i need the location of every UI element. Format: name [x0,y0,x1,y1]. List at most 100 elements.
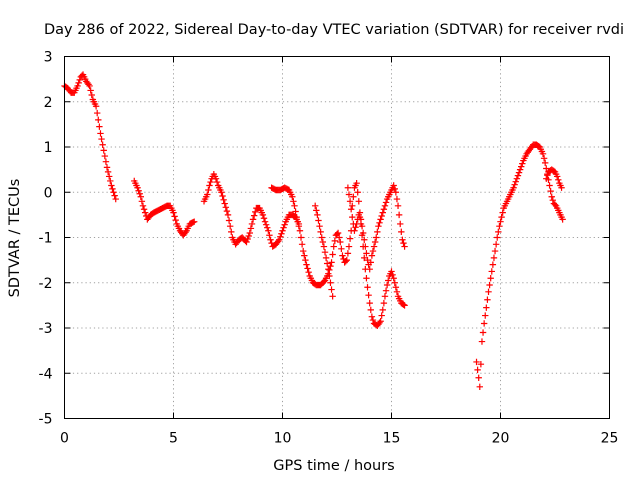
data-point [400,301,407,308]
data-point [267,236,274,243]
data-point [76,76,83,84]
data-point [368,252,376,259]
data-point [212,175,220,182]
data-point [316,222,323,230]
data-point [289,193,296,200]
data-point [363,250,370,257]
data-point [213,178,221,186]
data-point [110,189,117,196]
data-point [322,254,330,262]
data-point [378,312,385,319]
data-point [489,261,497,268]
data-point [329,293,336,300]
data-point [342,258,349,265]
data-point [354,189,361,196]
data-point [327,279,334,286]
data-point [219,192,226,200]
data-point [87,87,94,94]
data-point [92,103,100,110]
data-point [108,182,115,189]
data-point [329,251,336,258]
plot-frame [64,56,610,419]
data-point [497,218,504,225]
data-point [381,293,389,300]
data-point [357,216,365,223]
data-point [488,268,495,275]
x-tick-label: 25 [601,431,619,447]
data-point [390,275,397,282]
data-point [221,200,228,207]
data-point [206,182,213,189]
data-point [519,160,526,167]
data-point [350,193,357,200]
data-point [474,366,481,374]
data-point [486,281,493,289]
data-point [479,329,487,336]
data-point [134,184,141,191]
data-point [483,304,490,311]
data-point [318,234,325,241]
data-point [382,199,390,206]
data-point [511,181,518,188]
data-point [328,286,335,293]
data-point [317,228,324,236]
data-point [290,198,297,205]
data-point [297,234,305,241]
data-point [543,165,550,172]
data-point [109,185,116,193]
data-point [86,82,93,90]
data-point [312,202,319,210]
data-point [274,238,282,245]
data-point [298,241,306,248]
data-point [330,243,337,250]
x-tick-label: 5 [169,431,178,447]
data-point [191,218,198,225]
data-point [391,185,398,193]
data-point [323,260,331,267]
data-point [352,224,359,231]
data-point [111,192,118,199]
data-point [376,219,383,226]
data-point [171,213,178,220]
data-point [366,299,373,307]
data-point [485,288,492,295]
y-tick-label: -3 [39,321,53,337]
data-point [358,222,366,230]
data-point [105,173,113,180]
data-point [244,235,251,243]
data-point [136,190,143,197]
data-point [345,243,353,250]
data-point [549,196,557,204]
data-point [320,278,328,285]
data-point [96,123,103,130]
data-point [97,130,104,137]
data-point [379,209,386,216]
data-point [326,266,333,274]
chart-title: Day 286 of 2022, Sidereal Day-to-day VTE… [44,22,624,38]
y-tick-label: 0 [44,185,53,201]
data-point [279,227,286,234]
data-point [397,220,404,228]
data-point [375,222,382,230]
data-point [514,172,522,179]
data-point [513,175,521,182]
data-point [391,279,398,286]
data-point [95,116,102,124]
data-point [365,291,372,299]
data-point [512,178,519,185]
data-point [393,288,401,295]
data-point [218,189,225,196]
data-point [361,236,368,243]
data-point [75,79,82,87]
y-tick-label: 2 [44,95,53,111]
data-point [490,254,498,262]
data-point [392,284,400,291]
y-tick-label: -1 [39,231,53,247]
data-point [475,374,482,381]
data-point [295,222,303,230]
data-point [321,249,329,256]
data-point [369,247,377,255]
data-point [381,202,389,210]
data-point [85,81,92,88]
data-point [382,287,390,294]
